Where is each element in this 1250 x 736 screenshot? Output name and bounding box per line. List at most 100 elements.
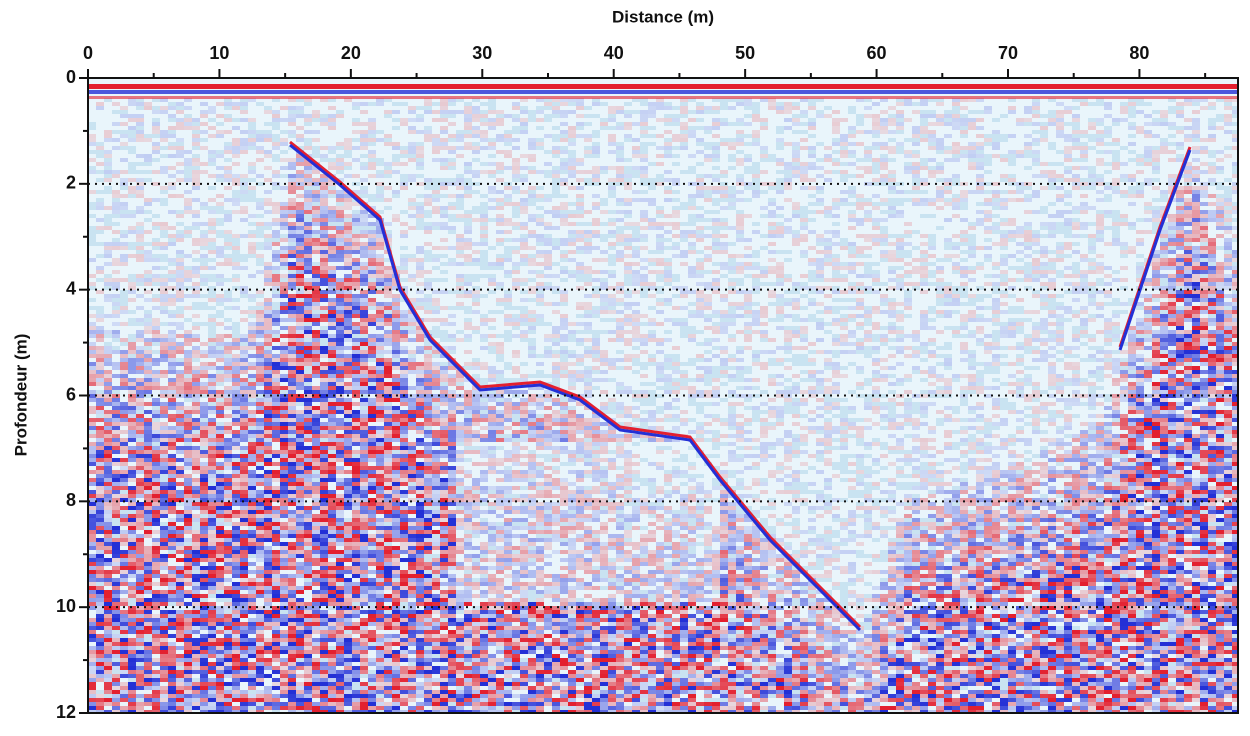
texture-cell [304, 578, 312, 582]
texture-cell [224, 538, 232, 542]
texture-cell [400, 702, 408, 706]
texture-cell [264, 110, 272, 114]
texture-cell [328, 694, 336, 698]
texture-cell [128, 706, 136, 710]
texture-cell [144, 486, 152, 490]
texture-cell [152, 506, 160, 510]
texture-cell [328, 182, 336, 186]
texture-cell [128, 190, 136, 194]
texture-cell [296, 522, 304, 526]
texture-cell [400, 546, 408, 550]
texture-cell [352, 570, 360, 574]
texture-cell [160, 322, 168, 326]
texture-cell [304, 166, 312, 170]
texture-cell [296, 474, 304, 478]
texture-cell [280, 246, 288, 250]
texture-cell [240, 418, 248, 422]
texture-cell [376, 486, 384, 490]
texture-cell [376, 462, 384, 466]
texture-cell [256, 350, 264, 354]
texture-cell [128, 474, 136, 478]
texture-cell [176, 446, 184, 450]
texture-cell [320, 478, 328, 482]
texture-cell [136, 514, 144, 518]
texture-cell [328, 190, 336, 194]
texture-cell [264, 202, 272, 206]
texture-cell [304, 414, 312, 418]
texture-cell [272, 498, 280, 502]
texture-cell [288, 314, 296, 318]
texture-cell [168, 594, 176, 598]
texture-cell [232, 510, 240, 514]
texture-cell [336, 258, 344, 262]
texture-cell [352, 102, 360, 106]
texture-cell [192, 554, 200, 558]
texture-cell [336, 334, 344, 338]
texture-cell [152, 362, 160, 366]
texture-cell [384, 466, 392, 470]
texture-cell [104, 150, 112, 154]
texture-cell [360, 634, 368, 638]
texture-cell [352, 550, 360, 554]
texture-cell [368, 690, 376, 694]
texture-cell [240, 346, 248, 350]
texture-cell [304, 670, 312, 674]
texture-cell [96, 470, 104, 474]
texture-cell [232, 382, 240, 386]
texture-cell [168, 546, 176, 550]
texture-cell [136, 490, 144, 494]
texture-cell [360, 462, 368, 466]
texture-cell [104, 242, 112, 246]
texture-cell [376, 458, 384, 462]
texture-cell [216, 250, 224, 254]
texture-cell [136, 642, 144, 646]
texture-cell [376, 454, 384, 458]
texture-cell [192, 118, 200, 122]
texture-cell [384, 314, 392, 318]
texture-cell [272, 654, 280, 658]
texture-cell [216, 374, 224, 378]
texture-cell [352, 646, 360, 650]
texture-cell [392, 570, 400, 574]
texture-cell [240, 542, 248, 546]
texture-cell [376, 274, 384, 278]
texture-cell [96, 390, 104, 394]
texture-cell [160, 566, 168, 570]
texture-cell [88, 650, 96, 654]
texture-cell [88, 322, 96, 326]
texture-cell [128, 610, 136, 614]
texture-cell [272, 638, 280, 642]
texture-cell [400, 470, 408, 474]
texture-cell [384, 222, 392, 226]
texture-cell [304, 422, 312, 426]
texture-cell [256, 370, 264, 374]
texture-cell [376, 698, 384, 702]
texture-cell [384, 374, 392, 378]
texture-cell [200, 694, 208, 698]
texture-cell [344, 566, 352, 570]
texture-cell [192, 534, 200, 538]
texture-cell [200, 638, 208, 642]
texture-cell [304, 202, 312, 206]
texture-cell [104, 222, 112, 226]
texture-cell [320, 326, 328, 330]
texture-cell [96, 574, 104, 578]
texture-cell [144, 378, 152, 382]
texture-cell [296, 154, 304, 158]
texture-cell [280, 346, 288, 350]
texture-cell [336, 570, 344, 574]
texture-cell [328, 566, 336, 570]
texture-cell [384, 618, 392, 622]
texture-cell [312, 446, 320, 450]
texture-cell [344, 406, 352, 410]
texture-cell [344, 422, 352, 426]
texture-cell [224, 498, 232, 502]
texture-cell [400, 446, 408, 450]
texture-cell [384, 382, 392, 386]
texture-cell [216, 654, 224, 658]
texture-cell [304, 294, 312, 298]
texture-cell [304, 646, 312, 650]
texture-cell [256, 402, 264, 406]
texture-cell [96, 446, 104, 450]
texture-cell [232, 470, 240, 474]
